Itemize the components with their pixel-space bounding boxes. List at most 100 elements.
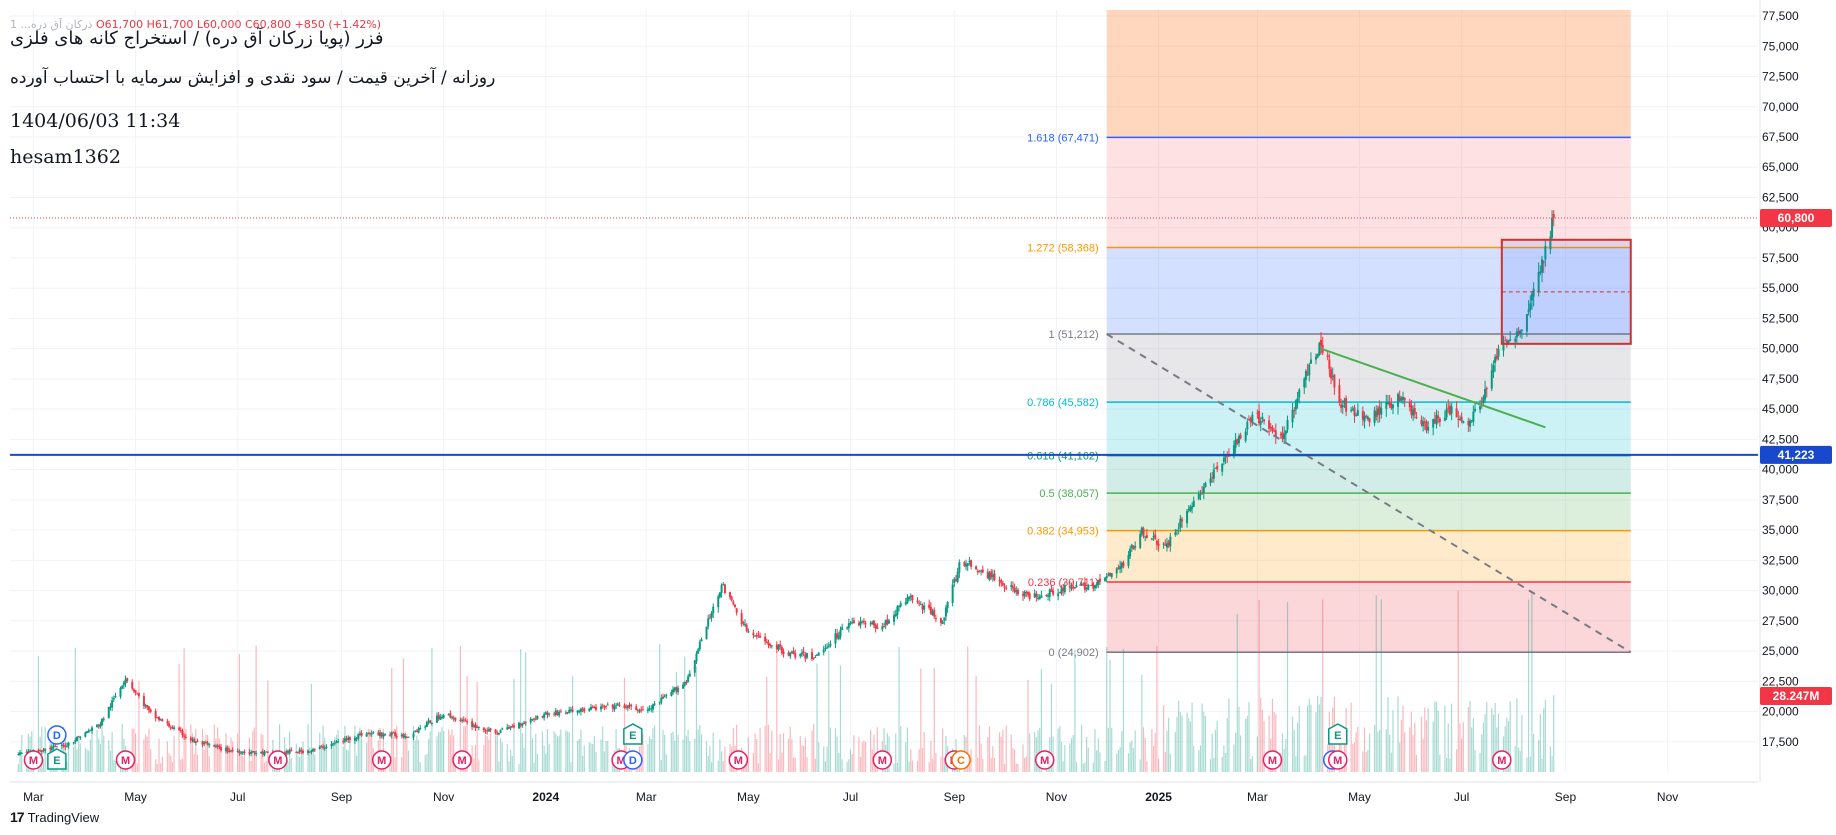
event-marker-m[interactable]: M <box>23 750 44 770</box>
candle <box>742 620 745 626</box>
event-marker-e[interactable]: E <box>623 723 643 745</box>
fib-level-label: 0.5 (38,057) <box>1039 488 1098 500</box>
event-marker-d[interactable]: D <box>47 725 67 745</box>
candle-body <box>1005 587 1008 589</box>
earnings-icon <box>623 723 643 745</box>
candle-body <box>474 724 477 728</box>
volume-bar <box>345 749 348 772</box>
tradingview-logo[interactable]: 17 TradingView <box>10 809 99 825</box>
candle-body <box>1199 494 1202 496</box>
candle <box>1281 426 1284 443</box>
volume-bar <box>665 754 667 772</box>
candle <box>1427 420 1430 434</box>
candle <box>812 657 815 660</box>
grid <box>10 10 1758 772</box>
candle <box>1093 584 1096 592</box>
time-tick-label: Nov <box>1657 790 1678 804</box>
candle <box>1520 329 1523 339</box>
volume-bar <box>145 734 147 772</box>
event-marker-d[interactable]: D <box>623 750 643 770</box>
volume-bar <box>1377 731 1379 772</box>
event-marker-m[interactable]: M <box>872 750 893 770</box>
volume-bar <box>940 756 942 772</box>
event-marker-m[interactable]: M <box>371 750 392 770</box>
volume-bar <box>489 733 492 772</box>
event-marker-e[interactable]: E <box>1327 723 1348 745</box>
candle-body <box>1386 402 1389 405</box>
candle <box>496 730 499 736</box>
candle <box>966 563 969 572</box>
candle-body <box>852 620 855 624</box>
candle <box>497 732 500 736</box>
event-marker-m[interactable]: M <box>115 750 136 770</box>
candle <box>414 730 417 733</box>
candle <box>1050 585 1053 593</box>
candle-body <box>161 719 164 722</box>
volume-bar <box>1439 754 1441 772</box>
volume-bar <box>928 761 930 772</box>
candle-body <box>425 722 428 727</box>
candle <box>471 718 474 731</box>
event-marker-letter: M <box>1497 755 1506 767</box>
candle-body <box>1222 457 1225 462</box>
event-marker-e[interactable]: E <box>47 748 67 770</box>
candle <box>650 705 653 713</box>
candle <box>1542 260 1545 274</box>
volume-bar <box>555 733 557 772</box>
candle-body <box>1144 536 1147 538</box>
candle-body <box>764 636 767 642</box>
volume-bar <box>1322 599 1324 772</box>
event-marker-m[interactable]: M <box>268 750 288 770</box>
candle <box>193 736 196 743</box>
volume-bar <box>1509 701 1511 772</box>
event-marker-c[interactable]: C <box>951 750 971 770</box>
event-marker-m[interactable]: M <box>728 750 749 770</box>
candle <box>1443 410 1446 422</box>
candle-body <box>1298 389 1301 398</box>
candle-body <box>169 727 172 729</box>
volume-bar <box>347 750 349 772</box>
candle-body <box>442 715 445 718</box>
volume-bar <box>242 755 244 772</box>
candle-body <box>203 742 206 745</box>
volume-bar <box>1035 737 1037 772</box>
volume-bar <box>205 734 207 772</box>
volume-bar <box>263 762 266 772</box>
event-marker-m[interactable]: M <box>1327 750 1348 770</box>
volume-bar <box>1107 727 1109 772</box>
candle-body <box>1072 586 1075 588</box>
volume-bar <box>1551 756 1553 772</box>
event-marker-letter: M <box>1268 755 1277 767</box>
candle-body <box>794 653 797 658</box>
candle <box>370 730 373 737</box>
candle-body <box>693 660 696 673</box>
volume-bar <box>1258 599 1260 772</box>
event-marker-m[interactable]: M <box>1492 750 1512 770</box>
candle-body <box>1517 330 1520 334</box>
candle <box>558 709 561 718</box>
volume-bar <box>419 762 421 772</box>
candle-body <box>407 736 410 738</box>
candle-body <box>154 710 157 719</box>
candle-body <box>894 613 897 617</box>
candle-body <box>1117 567 1120 569</box>
candle-body <box>653 703 656 705</box>
candle <box>1058 591 1061 594</box>
volume-bar <box>166 741 168 772</box>
volume-bar <box>218 738 220 772</box>
candle <box>546 710 549 719</box>
event-marker-m[interactable]: M <box>1034 750 1055 770</box>
candle-body <box>1048 589 1051 597</box>
candle <box>1343 397 1346 409</box>
candle <box>1450 403 1453 421</box>
candle-body <box>672 689 675 693</box>
candle <box>1186 509 1189 528</box>
event-marker-m[interactable]: M <box>452 750 472 770</box>
candle <box>372 731 375 735</box>
event-marker-m[interactable]: M <box>1262 750 1283 770</box>
candle-body <box>253 751 256 753</box>
candle <box>523 720 526 725</box>
volume-bar <box>1050 683 1053 772</box>
candle-body <box>744 624 747 626</box>
